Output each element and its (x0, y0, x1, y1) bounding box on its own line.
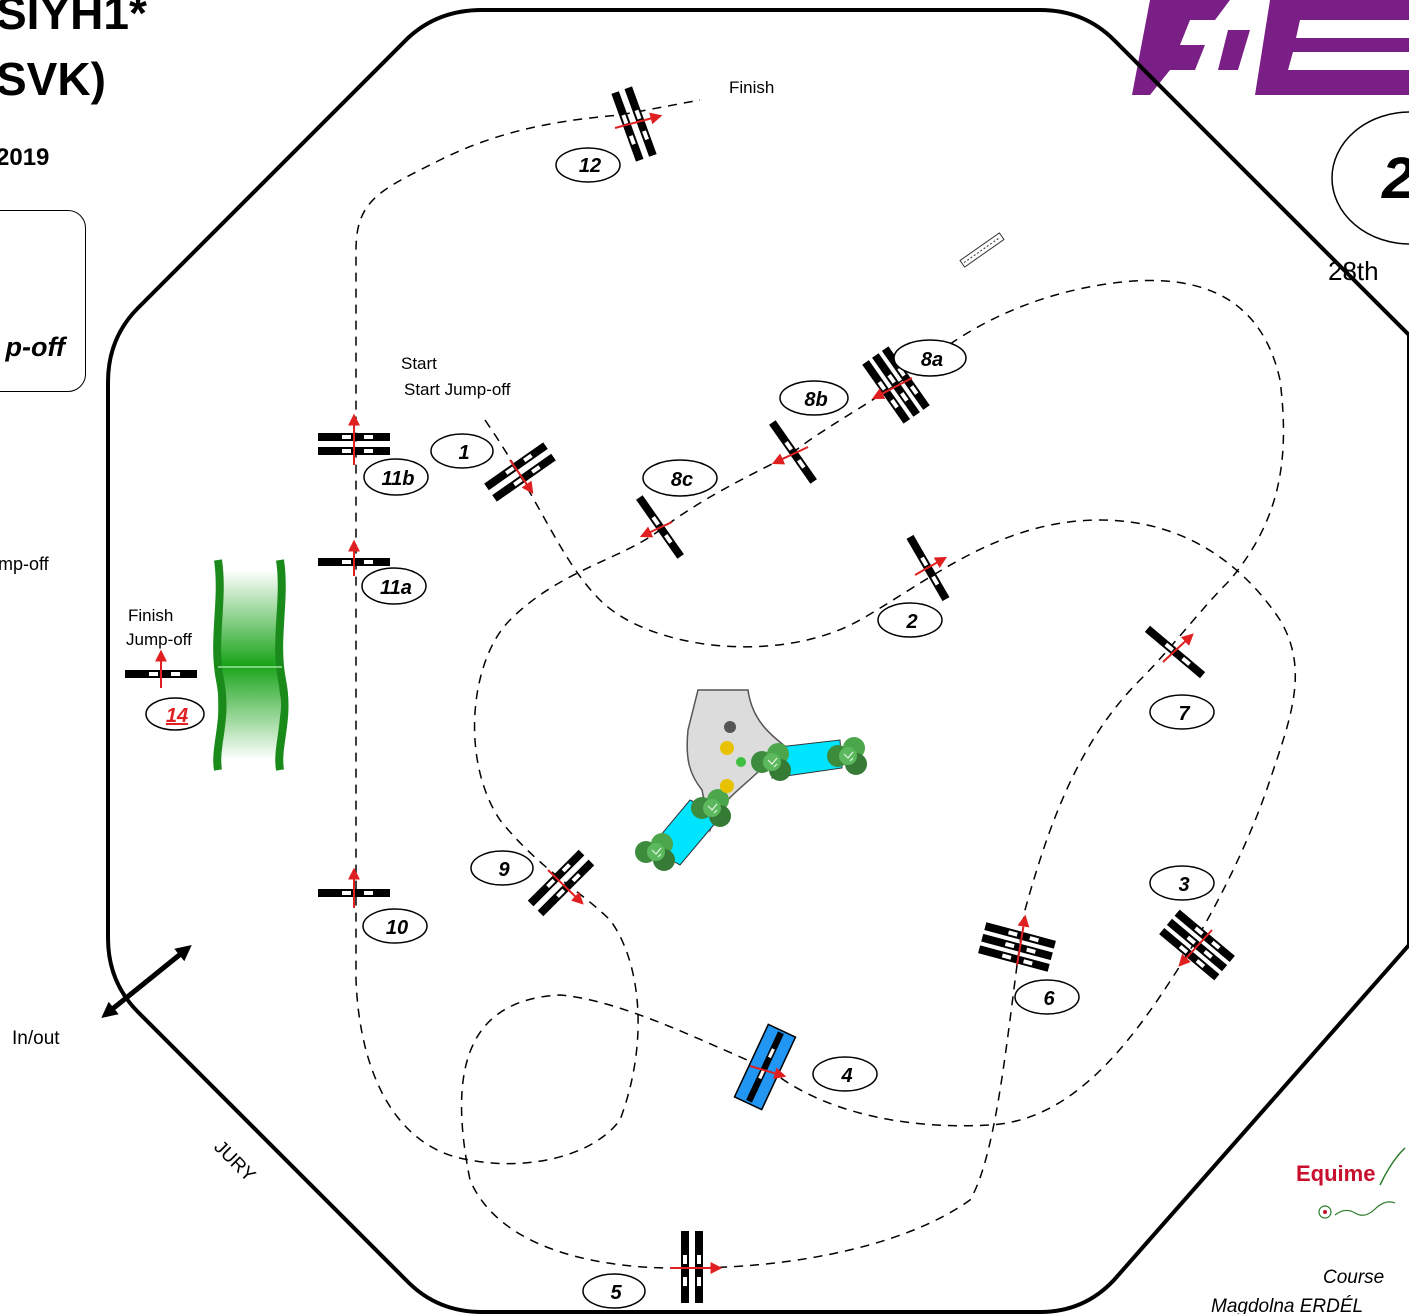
obstacle-2 (906, 534, 950, 602)
obstacle-8a (862, 346, 930, 423)
obstacle-number-10: 10 (386, 917, 408, 939)
competition-info-text: p-off (5, 332, 65, 362)
obstacle-14 (125, 649, 197, 688)
number-badge-10 (362, 908, 428, 944)
event-title-line2: SVK) (0, 53, 106, 105)
jury-label: JURY (209, 1137, 259, 1187)
obstacle-number-4: 4 (840, 1065, 852, 1087)
number-badge-8b (779, 380, 849, 416)
in-out-arrow (101, 944, 192, 1019)
event-title-line1: SIYH1* (0, 0, 147, 39)
obstacle-5 (670, 1231, 723, 1303)
competition-info-box: p-off (0, 210, 86, 392)
obstacle-11a (318, 539, 390, 576)
sponsor-logo-vine (1334, 1201, 1396, 1216)
obstacle-6 (978, 914, 1056, 972)
number-badge-7 (1149, 694, 1215, 730)
obstacle-number-11b: 11b (382, 468, 415, 490)
number-badge-9 (470, 850, 534, 886)
course-designer-caption: Course (1323, 1267, 1384, 1288)
number-badge-1 (430, 433, 494, 469)
finish-label: Finish (729, 78, 774, 97)
obstacle-9 (528, 850, 594, 916)
number-badge-11b (363, 458, 429, 496)
obstacle-number-14: 14 (166, 705, 188, 727)
round-number: 2 (1381, 146, 1409, 211)
finish-jumpoff-label-2: Jump-off (126, 630, 192, 649)
number-badge-6 (1014, 979, 1080, 1015)
obstacle-number-6: 6 (1043, 988, 1055, 1010)
obstacle-10 (318, 867, 390, 908)
in-out-label: In/out (12, 1028, 60, 1049)
obstacle-7 (1144, 625, 1206, 679)
number-badge-8a (893, 339, 967, 377)
obstacle-number-5: 5 (610, 1282, 622, 1304)
obstacle-11b (318, 413, 390, 465)
obstacle-number-2: 2 (905, 611, 917, 633)
finish-jumpoff-label-1: Finish (128, 606, 173, 625)
obstacle-number-11a: 11a (380, 577, 412, 599)
fei-logo (1132, 0, 1409, 95)
obstacle-number-8a: 8a (921, 349, 943, 371)
central-island (634, 689, 868, 872)
number-badge-4 (812, 1056, 878, 1092)
course-route (355, 99, 1297, 1269)
obstacle-number-12: 12 (579, 155, 601, 177)
obstacle-3 (1159, 910, 1235, 981)
start-jumpoff-label: Start Jump-off (404, 380, 511, 399)
obstacle-1 (484, 442, 556, 501)
obstacle-number-1: 1 (458, 442, 469, 464)
obstacle-4 (733, 1023, 797, 1111)
obstacle-8b (769, 420, 817, 484)
obstacle-number-8b: 8b (804, 389, 827, 411)
sponsor-logo-mark (1379, 1147, 1406, 1186)
round-number-badge (1331, 111, 1409, 245)
number-badge-2 (877, 602, 943, 638)
obstacle-8c (636, 495, 684, 559)
number-badge-14 (145, 697, 205, 731)
course-designer-name: Magdolna ERDÉL (1211, 1296, 1363, 1314)
side-note-text: mp-off (0, 554, 49, 574)
obstacle-number-3: 3 (1178, 874, 1189, 896)
number-badge-12 (555, 147, 621, 183)
start-label: Start (401, 354, 437, 373)
hedge (213, 559, 289, 771)
obstacle-number-9: 9 (498, 859, 510, 881)
obstacle-12 (611, 86, 663, 161)
sponsor-logo-text: Equime (1296, 1161, 1375, 1186)
event-date-fragment: 2019 (0, 144, 50, 171)
spare-pole (959, 232, 1005, 268)
number-badge-3 (1149, 865, 1215, 901)
obstacle-number-7: 7 (1178, 703, 1190, 725)
sponsor-flower-icon (1318, 1205, 1332, 1219)
obstacle-number-8c: 8c (671, 469, 693, 491)
number-badge-8c (642, 459, 718, 497)
number-badge-5 (582, 1273, 646, 1309)
number-badge-11a (361, 567, 427, 605)
arena-outline (106, 8, 1409, 1314)
